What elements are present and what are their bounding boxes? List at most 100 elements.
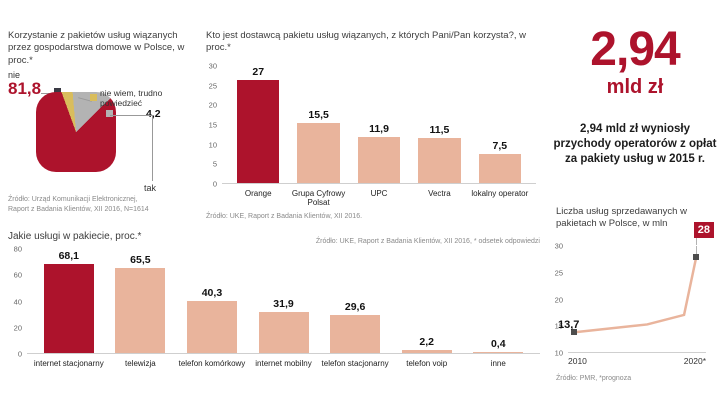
gridline [222, 65, 536, 66]
bar-category-label: lokalny operator [471, 189, 529, 198]
y-tick-label: 30 [554, 241, 563, 251]
gridline [222, 84, 536, 86]
y-tick-label: 15 [208, 120, 217, 130]
bar-category-label: Orange [244, 189, 272, 198]
bar-value-label: 31,9 [273, 297, 294, 310]
bar-category-label: inne [490, 359, 506, 368]
bar-row: 27 15,5 11,9 11,5 7,5 [222, 66, 536, 183]
y-tick-label: 20 [554, 295, 563, 304]
start-value-label: 13,7 [558, 319, 580, 331]
end-value-badge: 28 [693, 222, 714, 238]
gridline [222, 123, 536, 125]
y-tick-label: 20 [208, 100, 217, 110]
bar-value-label: 40,3 [201, 286, 223, 299]
pie-marker-nie [54, 88, 61, 95]
y-tick-label: 0 [17, 349, 22, 359]
y-tick-label: 5 [212, 159, 217, 169]
bar [258, 311, 309, 353]
bar-category-label: telewizja [125, 359, 156, 368]
pie-value-niewiem: 4,2 [146, 108, 161, 120]
line-plot-area [568, 245, 706, 353]
pie-label-niewiem: nie wiem, trudno powiedzieć [100, 88, 163, 109]
bar-value-label: 11,5 [429, 124, 450, 137]
line-chart-source: Źródło: PMR, *prognoza [556, 375, 632, 382]
bar-column: 27 [228, 66, 288, 183]
bar [115, 267, 166, 353]
services-source: Źródło: UKE, Raport z Badania Klientów, … [315, 238, 540, 245]
services-bar-chart: Jakie usługi w pakiecie, proc.* Źródło: … [8, 227, 540, 405]
bar-category-label: Vectra [428, 189, 451, 198]
y-tick-label: 80 [13, 244, 22, 254]
y-tick-label: 10 [554, 348, 563, 358]
line-y-axis: 10 15 20 25 30 [552, 242, 566, 358]
pie-label-nie: nie [8, 70, 21, 80]
line-chart-title: Liczba usług sprzedawanych w pakietach w… [556, 206, 687, 230]
pie-marker-niewiem [90, 94, 97, 101]
services-x-labels: internet stacjonarny telewizja telefon kom… [27, 356, 540, 368]
bar-category-label: telefon komórkowy [178, 359, 246, 368]
pie-marker-tak [106, 110, 113, 117]
pie-section: Korzystanie z pakietów usług wiązanych p… [0, 0, 200, 225]
bar-column: 65,5 [105, 249, 177, 353]
bar [473, 352, 524, 353]
bar-column: 29,6 [319, 249, 391, 353]
y-tick-label: 25 [554, 268, 563, 278]
bar-column: 15,5 [288, 66, 348, 183]
bar-column: 31,9 [248, 249, 320, 353]
bar [297, 122, 340, 183]
big-stat-number: 2,94 [590, 23, 680, 76]
data-point-marker [693, 253, 700, 260]
y-tick-label: 20 [13, 323, 22, 333]
y-tick-label: 15 [554, 321, 563, 331]
y-tick-label: 25 [208, 81, 217, 91]
services-chart-title: Jakie usługi w pakiecie, proc.* [8, 231, 142, 242]
big-stat-unit: mld zł [606, 76, 664, 98]
bar-value-label: 68,1 [58, 250, 79, 263]
pie-value-nie: 81,8 [8, 79, 42, 98]
badge-connector-line [696, 238, 697, 257]
services-y-axis: 0 20 40 60 80 [8, 245, 25, 359]
big-stat: 2,94 mld zł [552, 26, 718, 99]
y-tick-label: 0 [212, 179, 217, 189]
bar-column: 11,9 [349, 66, 409, 183]
bar-category-label: internet mobilny [255, 359, 312, 368]
trend-line-svg [568, 246, 706, 352]
bar-column: 2,2 [391, 249, 463, 353]
line-x-labels: 2010 2020* [568, 356, 706, 366]
bar [478, 153, 521, 183]
bar-category-label: telefon stacjonarny [321, 359, 389, 368]
bar-row: 68,1 65,5 40,3 31,9 29,6 2,2 0,4 [27, 249, 540, 353]
bar-column: 40,3 [176, 249, 248, 353]
line-chart: Liczba usług sprzedawanych w pakietach w… [552, 206, 718, 388]
bar-value-label: 2,2 [419, 336, 434, 349]
y-tick-label: 40 [13, 297, 22, 306]
pie-chart [36, 92, 116, 172]
gridline [27, 248, 540, 249]
provider-chart-title: Kto jest dostawcą pakietu usług wiązanyc… [206, 30, 526, 54]
services-plot-area: 68,1 65,5 40,3 31,9 29,6 2,2 0,4 [27, 248, 540, 354]
bar-category-label: Grupa Cyfrowy Polsat [291, 189, 346, 208]
big-stat-text: 2,94 mld zł wyniosły przychody operatoró… [553, 123, 717, 165]
pie-source: Źródło: Urząd Komunikacji Elektronicznej… [8, 196, 149, 213]
provider-plot-area: 27 15,5 11,9 11,5 7,5 [222, 65, 536, 184]
provider-source: Źródło: UKE, Raport z Badania Klientów, … [206, 213, 363, 220]
gridline [568, 298, 706, 299]
provider-bar-chart: Kto jest dostawcą pakietu usług wiązanyc… [200, 26, 542, 226]
x-tick-2010: 2010 [568, 356, 587, 366]
gridline [27, 274, 540, 275]
x-tick-2020: 2020* [683, 356, 706, 366]
bar-category-label: telefon voip [406, 359, 448, 368]
bar-category-label: internet stacjonarny [33, 359, 104, 368]
bar [401, 350, 452, 353]
bar-value-label: 7,5 [492, 139, 508, 152]
y-tick-label: 60 [13, 270, 22, 280]
bar [418, 138, 461, 183]
bar [43, 264, 94, 353]
gridline [27, 300, 540, 301]
y-tick-label: 30 [208, 61, 217, 71]
pie-label-tak: tak [144, 183, 157, 193]
bar-value-label: 0,4 [490, 338, 506, 351]
bar-column: 7,5 [470, 66, 530, 183]
callout-line-tak-v [152, 115, 153, 181]
